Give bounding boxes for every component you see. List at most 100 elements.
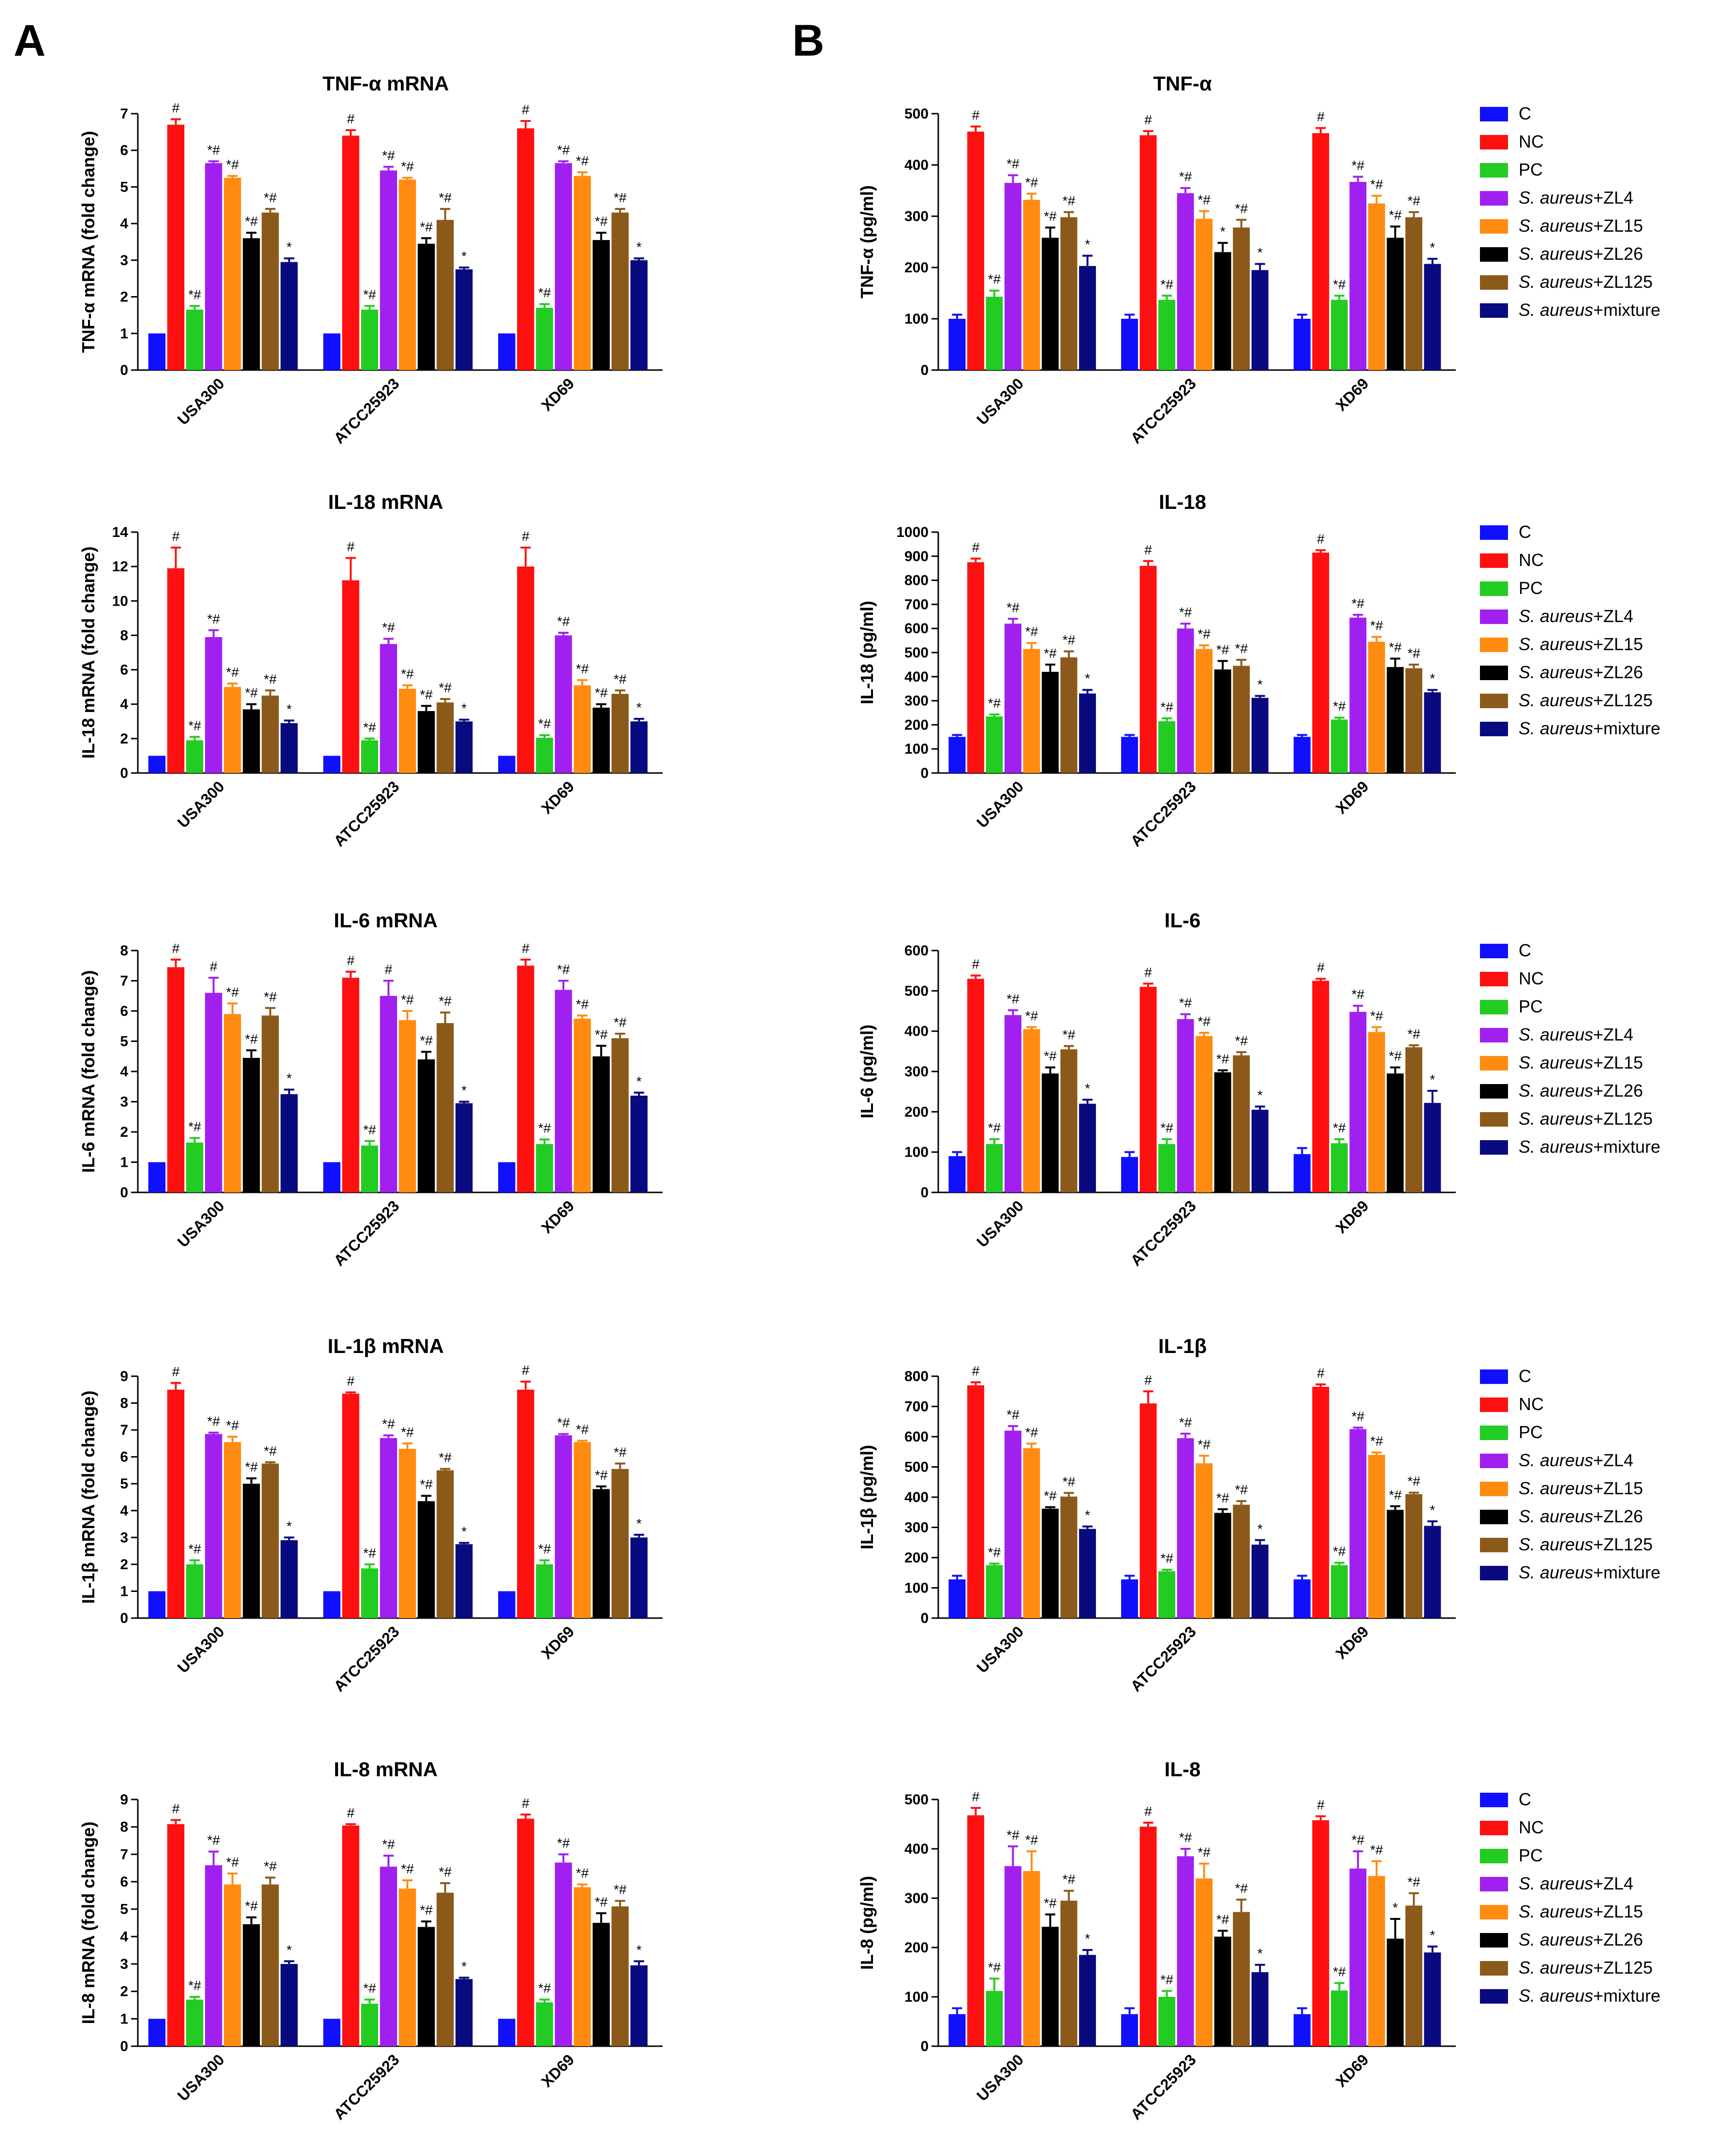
bar — [1331, 719, 1348, 773]
bar — [1042, 1073, 1059, 1192]
bar — [1177, 1856, 1194, 2046]
legend-label-suffix: +mixture — [1593, 718, 1660, 738]
legend-label-prefix: S. aureus — [1519, 1986, 1593, 2006]
significance-marker: *# — [1235, 641, 1248, 656]
bar — [1177, 193, 1194, 370]
y-tick-label: 3 — [120, 1094, 128, 1110]
significance-marker: *# — [576, 1866, 589, 1881]
legend-label-suffix: +ZL26 — [1593, 1506, 1643, 1526]
bar — [611, 694, 629, 773]
y-tick-label: 5 — [120, 1476, 128, 1492]
y-tick-label: 700 — [904, 1399, 929, 1415]
significance-marker: *# — [382, 620, 395, 635]
bar — [517, 1818, 534, 2046]
legend-label: C — [1519, 104, 1531, 123]
significance-marker: *# — [420, 687, 433, 702]
significance-marker: *# — [1160, 1972, 1173, 1987]
y-tick-label: 200 — [904, 260, 929, 276]
significance-marker: *# — [1025, 624, 1038, 639]
bar — [536, 1144, 553, 1192]
y-tick-label: 7 — [120, 106, 128, 122]
x-category-label: USA300 — [174, 1622, 228, 1676]
significance-marker: *# — [614, 1882, 627, 1897]
bar — [986, 1991, 1003, 2046]
significance-marker: *# — [1063, 1872, 1076, 1887]
bar — [323, 2019, 340, 2046]
significance-marker: *# — [1044, 646, 1057, 661]
significance-marker: # — [972, 957, 980, 972]
y-tick-label: 6 — [120, 143, 128, 159]
significance-marker: *# — [1216, 642, 1229, 657]
bar — [1139, 1403, 1157, 1618]
significance-marker: *# — [538, 285, 551, 300]
significance-marker: *# — [988, 696, 1001, 711]
legend-label: PC — [1519, 160, 1543, 179]
bar — [281, 1964, 298, 2046]
legend-label: S. aureus+ZL26 — [1519, 1930, 1643, 1949]
significance-marker: *# — [595, 685, 608, 700]
x-category-label: USA300 — [973, 777, 1027, 831]
bar — [1023, 1871, 1040, 2046]
bar — [1079, 693, 1096, 773]
y-tick-label: 4 — [120, 1503, 128, 1519]
y-tick-label: 0 — [120, 1610, 128, 1626]
significance-marker: *# — [1407, 193, 1420, 208]
bar — [380, 1866, 397, 2046]
significance-marker: *# — [264, 989, 277, 1004]
significance-marker: *# — [363, 720, 376, 735]
bar — [1004, 183, 1021, 370]
bar — [1177, 1438, 1194, 1618]
significance-marker: * — [1392, 1900, 1398, 1915]
significance-marker: *# — [1044, 1488, 1057, 1503]
legend-swatch — [1480, 219, 1508, 234]
chart-b-4: IL-1β 0 100 200 300 400 500 600 700 800 IL-1β (pg/… — [857, 1335, 1660, 1695]
bar — [1214, 1513, 1231, 1618]
significance-marker: * — [461, 1959, 467, 1974]
significance-marker: *# — [1063, 633, 1076, 648]
x-category-label: XD69 — [538, 777, 577, 817]
bar — [399, 1888, 416, 2046]
legend-label: S. aureus+ZL4 — [1519, 1025, 1633, 1044]
legend-label-suffix: +ZL125 — [1593, 1534, 1653, 1554]
significance-marker: * — [1257, 1088, 1263, 1103]
significance-marker: *# — [226, 157, 239, 172]
x-category-label: ATCC25923 — [1127, 1197, 1199, 1269]
bar — [148, 1162, 166, 1192]
bar — [361, 2004, 378, 2046]
bar — [517, 966, 534, 1192]
legend-label: S. aureus+ZL4 — [1519, 606, 1633, 626]
bar — [281, 1540, 298, 1618]
bar — [1293, 2014, 1311, 2046]
bar — [948, 2014, 966, 2046]
significance-marker: *# — [264, 671, 277, 686]
bar — [223, 1014, 241, 1192]
bar — [1331, 1565, 1348, 1618]
significance-marker: *# — [595, 1027, 608, 1042]
legend-swatch — [1480, 303, 1508, 318]
bar — [1214, 252, 1231, 370]
bar — [455, 1544, 473, 1618]
bar — [517, 566, 534, 773]
y-tick-label: 1 — [120, 326, 128, 342]
significance-marker: * — [1257, 1946, 1263, 1961]
significance-marker: *# — [363, 1981, 376, 1996]
significance-marker: *# — [538, 1542, 551, 1557]
legend-label: S. aureus+mixture — [1519, 300, 1660, 320]
panel-letter-a: A — [14, 16, 45, 65]
significance-marker: *# — [1198, 626, 1211, 641]
bar — [1293, 737, 1311, 773]
significance-marker: # — [1144, 1372, 1152, 1387]
x-category-label: ATCC25923 — [1127, 2051, 1199, 2123]
y-axis-label: IL-18 mRNA (fold change) — [78, 547, 98, 759]
significance-marker: *# — [1407, 646, 1420, 661]
y-tick-label: 500 — [904, 1792, 929, 1808]
bar — [380, 644, 397, 773]
significance-marker: # — [1144, 1804, 1152, 1819]
legend-label: S. aureus+ZL26 — [1519, 1081, 1643, 1100]
significance-marker: *# — [363, 1546, 376, 1561]
significance-marker: *# — [1235, 201, 1248, 216]
legend-label: S. aureus+ZL15 — [1519, 216, 1643, 236]
bar — [498, 1591, 516, 1618]
y-axis-label: IL-6 mRNA (fold change) — [78, 970, 98, 1173]
bar — [361, 310, 378, 370]
